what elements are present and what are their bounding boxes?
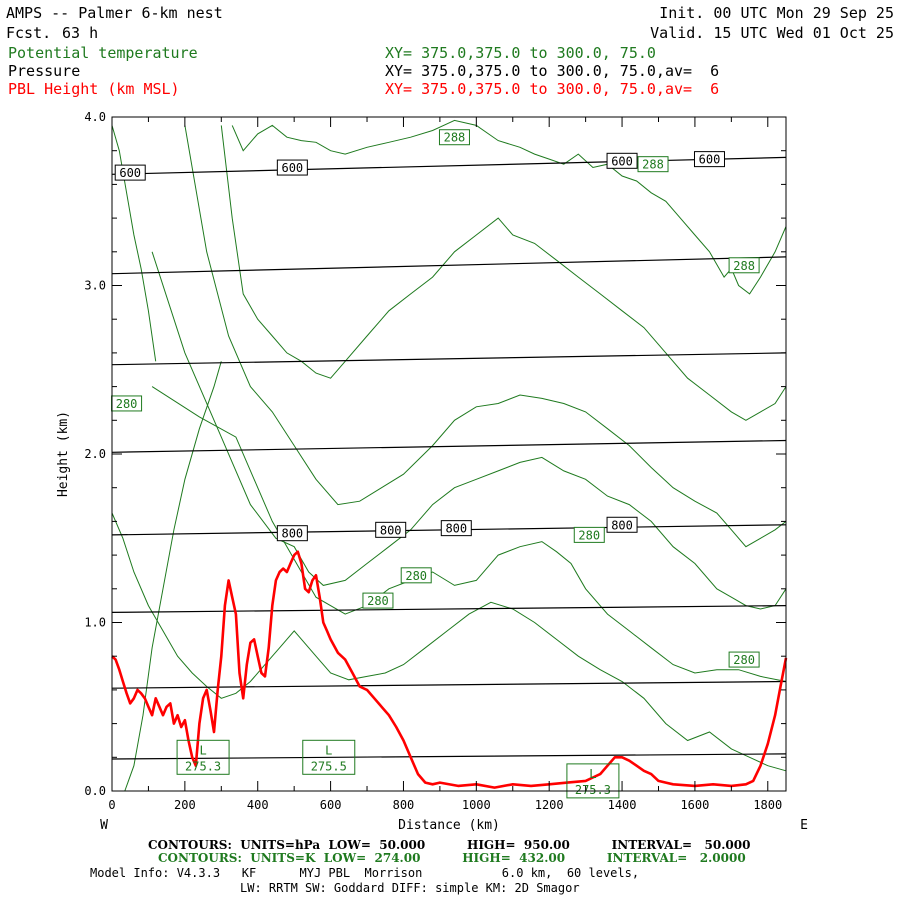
- y-tick-label: 0.0: [84, 784, 106, 798]
- theta-label: 288: [444, 131, 466, 145]
- low-box: [176, 739, 230, 775]
- init-time: Init. 00 UTC Mon 29 Sep 25: [659, 4, 894, 22]
- x-tick-label: 1600: [680, 798, 709, 812]
- field-pressure: Pressure: [8, 62, 81, 80]
- theta-contour: [184, 125, 787, 548]
- theta-label: 288: [733, 259, 755, 273]
- pressure-label: 600: [119, 166, 141, 180]
- theta-contour: [220, 125, 787, 421]
- pressure-contour-700: [111, 352, 787, 366]
- xy-line-1: XY= 375.0,375.0 to 300.0, 75.0: [385, 44, 656, 62]
- pressure-contour-600: [111, 156, 787, 175]
- low-value: 275.3: [185, 759, 221, 773]
- footer-physics-info: LW: RRTM SW: Goddard DIFF: simple KM: 2D…: [240, 881, 580, 895]
- x-tick-label: 200: [174, 798, 196, 812]
- footer-pressure-contours: CONTOURS: UNITS=hPa LOW= 50.000 HIGH= 95…: [148, 838, 751, 852]
- pressure-label-box: [606, 516, 638, 533]
- theta-label-box: [438, 129, 470, 146]
- theta-label-box: [573, 526, 605, 543]
- pressure-label: 800: [445, 522, 467, 536]
- x-tick-label: 800: [393, 798, 415, 812]
- theta-contour: [231, 119, 787, 295]
- theta-contour: [111, 512, 787, 772]
- low-value: 275.3: [575, 783, 611, 797]
- xy-line-3: XY= 375.0,375.0 to 300.0, 75.0,av= 6: [385, 80, 720, 98]
- theta-contour: [124, 361, 222, 792]
- x-tick-label: 1000: [462, 798, 491, 812]
- pressure-label: 600: [281, 161, 303, 175]
- y-axis-label: Height (km): [56, 411, 71, 497]
- east-label: E: [800, 818, 808, 833]
- west-label: W: [100, 818, 108, 833]
- xy-line-2: XY= 375.0,375.0 to 300.0, 75.0,av= 6: [385, 62, 720, 80]
- theta-contour: [151, 386, 787, 682]
- field-pbl-height: PBL Height (km MSL): [8, 80, 180, 98]
- plot-title: AMPS -- Palmer 6-km nest: [6, 4, 223, 22]
- pressure-label: 800: [611, 518, 633, 532]
- x-tick-label: 600: [320, 798, 342, 812]
- y-tick-label: 4.0: [84, 110, 106, 124]
- x-tick-label: 1200: [535, 798, 564, 812]
- pressure-label-box: [114, 164, 146, 181]
- theta-label: 280: [367, 594, 389, 608]
- pressure-contour-650: [111, 256, 787, 275]
- x-axis-label: Distance (km): [398, 818, 500, 833]
- theta-contour: [111, 125, 157, 362]
- pressure-contour-950: [111, 753, 787, 760]
- theta-label-box: [728, 257, 760, 274]
- x-tick-label: 0: [108, 798, 115, 812]
- low-letter: L: [325, 743, 332, 757]
- theta-label: 288: [642, 158, 664, 172]
- valid-time: Valid. 15 UTC Wed 01 Oct 25: [650, 24, 894, 42]
- pressure-label: 600: [699, 153, 721, 167]
- footer-model-info: Model Info: V4.3.3 KF MYJ PBL Morrison 6…: [90, 866, 640, 880]
- field-potential-temperature: Potential temperature: [8, 44, 198, 62]
- pressure-label-box: [606, 152, 638, 169]
- theta-label: 280: [116, 397, 138, 411]
- footer-theta-contours: CONTOURS: UNITS=K LOW= 274.00 HIGH= 432.…: [158, 851, 746, 865]
- pressure-label-box: [693, 151, 725, 168]
- pressure-label-box: [276, 525, 308, 542]
- pressure-contour-900: [111, 680, 787, 689]
- x-tick-label: 1400: [608, 798, 637, 812]
- theta-label-box: [400, 567, 432, 584]
- low-letter: L: [589, 767, 596, 781]
- theta-label-box: [362, 592, 394, 609]
- plot-frame: [111, 116, 787, 792]
- forecast-hours: 63 h: [62, 24, 99, 42]
- y-tick-label: 3.0: [84, 279, 106, 293]
- low-value: 275.5: [311, 759, 347, 773]
- x-tick-label: 400: [247, 798, 269, 812]
- pressure-contour-850: [111, 605, 787, 613]
- forecast-label: Fcst.: [6, 24, 52, 42]
- theta-label-box: [728, 651, 760, 668]
- pressure-contour-750: [111, 439, 787, 453]
- y-tick-label: 2.0: [84, 447, 106, 461]
- y-tick-label: 1.0: [84, 616, 106, 630]
- pressure-label: 600: [611, 154, 633, 168]
- low-letter: L: [199, 743, 206, 757]
- theta-label-box: [637, 156, 669, 173]
- pressure-label: 800: [281, 527, 303, 541]
- pressure-label: 800: [380, 523, 402, 537]
- theta-label: 280: [578, 528, 600, 542]
- pressure-label-box: [375, 521, 407, 538]
- theta-label: 280: [733, 653, 755, 667]
- pressure-label-box: [276, 159, 308, 176]
- theta-contour: [151, 251, 787, 610]
- low-box: [566, 763, 620, 799]
- pressure-label-box: [440, 520, 472, 537]
- pbl-height-line: [111, 550, 788, 789]
- theta-label: 280: [405, 569, 427, 583]
- x-tick-label: 1800: [753, 798, 782, 812]
- low-box: [302, 739, 356, 775]
